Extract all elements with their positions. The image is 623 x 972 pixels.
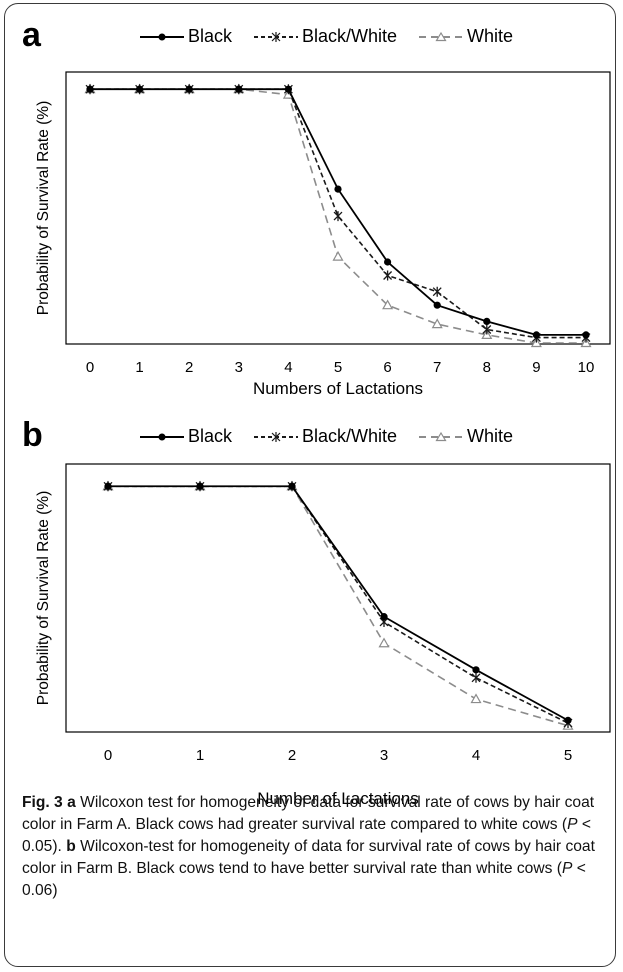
caption-a-p: P: [567, 816, 578, 833]
caption-b-p-value: < 0.06): [22, 860, 586, 899]
x-tick-label-a-6: 6: [383, 359, 391, 376]
caption-a-text: Wilcoxon test for homogeneity of data fo…: [22, 794, 595, 833]
legend-b-black-label: Black: [188, 426, 233, 446]
caption-fig-label: Fig. 3: [22, 794, 63, 811]
caption-b-label: b: [66, 838, 76, 855]
caption-b-text: Wilcoxon-test for homogeneity of data fo…: [22, 838, 595, 877]
figure-caption: Fig. 3 a Wilcoxon test for homogeneity o…: [22, 792, 612, 902]
legend-b-white-swatch: [419, 431, 464, 441]
x-tick-label-a-10: 10: [578, 359, 595, 376]
legend-b-black-white: Black/White: [254, 426, 397, 447]
point-b-black-0: [104, 482, 112, 490]
series-b-black_white: [103, 481, 573, 729]
y-axis-label-a: Probability of Survival Rate (%): [35, 101, 52, 316]
series-a-black: [86, 85, 590, 339]
point-a-black-2: [185, 85, 193, 93]
caption-b-p: P: [561, 860, 573, 877]
point-a-black_white-7: [432, 286, 442, 297]
plot-area-a: [65, 71, 611, 345]
plot-area-b: [65, 463, 611, 733]
series-b-white: [102, 480, 574, 730]
legend-b-white-label: White: [467, 426, 514, 446]
series-line-b-white: [108, 485, 569, 727]
x-tick-label-a-4: 4: [284, 359, 292, 376]
point-a-black-3: [235, 85, 243, 93]
caption-a-p-value: < 0.05).: [22, 816, 591, 855]
point-b-white-3: [378, 637, 390, 648]
point-a-white-7: [431, 318, 443, 329]
y-axis-label-b: Probability of Survival Rate (%): [35, 491, 52, 706]
legend-b-black-white-label: Black/White: [302, 426, 398, 446]
legend-a-black: Black: [140, 26, 232, 47]
legend-a-black-white-swatch: [254, 31, 299, 42]
x-tick-label-b-4: 4: [472, 747, 480, 764]
point-a-white-6: [382, 299, 394, 310]
x-tick-label-a-3: 3: [235, 359, 243, 376]
x-tick-label-a-0: 0: [86, 359, 94, 376]
legend-a-white-swatch: [419, 31, 464, 41]
point-a-black_white-6: [383, 270, 393, 281]
x-tick-label-b-1: 1: [196, 747, 204, 764]
point-a-black-1: [136, 85, 144, 93]
legend-b-black: Black: [140, 426, 232, 447]
point-b-black-4: [472, 666, 480, 674]
legend-a-black-swatch: [140, 33, 184, 40]
series-a-black_white: [85, 84, 591, 343]
x-tick-label-b-3: 3: [380, 747, 388, 764]
point-b-black-3: [380, 613, 388, 621]
legend-a-black-label: Black: [188, 26, 233, 46]
chart-a: 0 1 2 3 4 5 6 7 8 9 10 Numbers of Lactations Probabi…: [35, 71, 611, 398]
point-a-black_white-8: [482, 324, 492, 335]
x-tick-label-a-2: 2: [185, 359, 193, 376]
point-a-black-5: [334, 185, 342, 193]
series-line-b-black_white: [108, 485, 569, 724]
caption-a-label: a: [67, 794, 76, 811]
point-a-black-0: [86, 85, 94, 93]
point-a-black-7: [433, 301, 441, 309]
legend-b-white: White: [419, 426, 513, 447]
point-a-black-10: [582, 331, 590, 339]
point-a-black_white-5: [333, 211, 343, 222]
point-a-black-9: [532, 331, 541, 339]
panel-a-label: a: [22, 16, 41, 54]
x-tick-label-a-5: 5: [334, 359, 342, 376]
legend-b-black-white-swatch: [254, 431, 299, 442]
series-line-b-black: [108, 485, 569, 722]
x-tick-label-b-5: 5: [564, 747, 572, 764]
chart-b: 0 1 2 3 4 5 Number of Lactations Probability of…: [35, 463, 611, 808]
legend-a-white: White: [419, 26, 513, 47]
series-b-black: [104, 482, 572, 724]
point-b-black-1: [196, 482, 204, 490]
point-b-black-5: [564, 716, 572, 724]
legend-b-black-swatch: [140, 433, 184, 440]
x-tick-label-a-7: 7: [433, 359, 441, 376]
legend-a: Black Black/White White: [140, 26, 513, 47]
point-a-black-6: [384, 258, 392, 266]
legend-a-black-white-label: Black/White: [302, 26, 398, 46]
point-a-white-5: [332, 250, 344, 261]
x-tick-label-a-1: 1: [135, 359, 143, 376]
x-tick-label-b-2: 2: [288, 747, 296, 764]
point-b-white-4: [470, 693, 482, 704]
point-b-black-2: [288, 482, 296, 490]
point-a-black-8: [483, 317, 491, 325]
legend-a-black-white: Black/White: [254, 26, 397, 47]
x-tick-label-a-9: 9: [532, 359, 540, 376]
panel-b-label: b: [22, 416, 43, 454]
legend-b: Black Black/White White: [140, 426, 513, 447]
x-axis-label-a: Numbers of Lactations: [253, 379, 423, 398]
x-tick-label-b-0: 0: [104, 747, 112, 764]
point-b-black_white-4: [471, 672, 481, 683]
x-tick-label-a-8: 8: [483, 359, 491, 376]
legend-a-white-label: White: [467, 26, 514, 46]
x-axis-label-b: Number of Lactations: [257, 789, 419, 808]
point-a-black-4: [284, 85, 292, 93]
